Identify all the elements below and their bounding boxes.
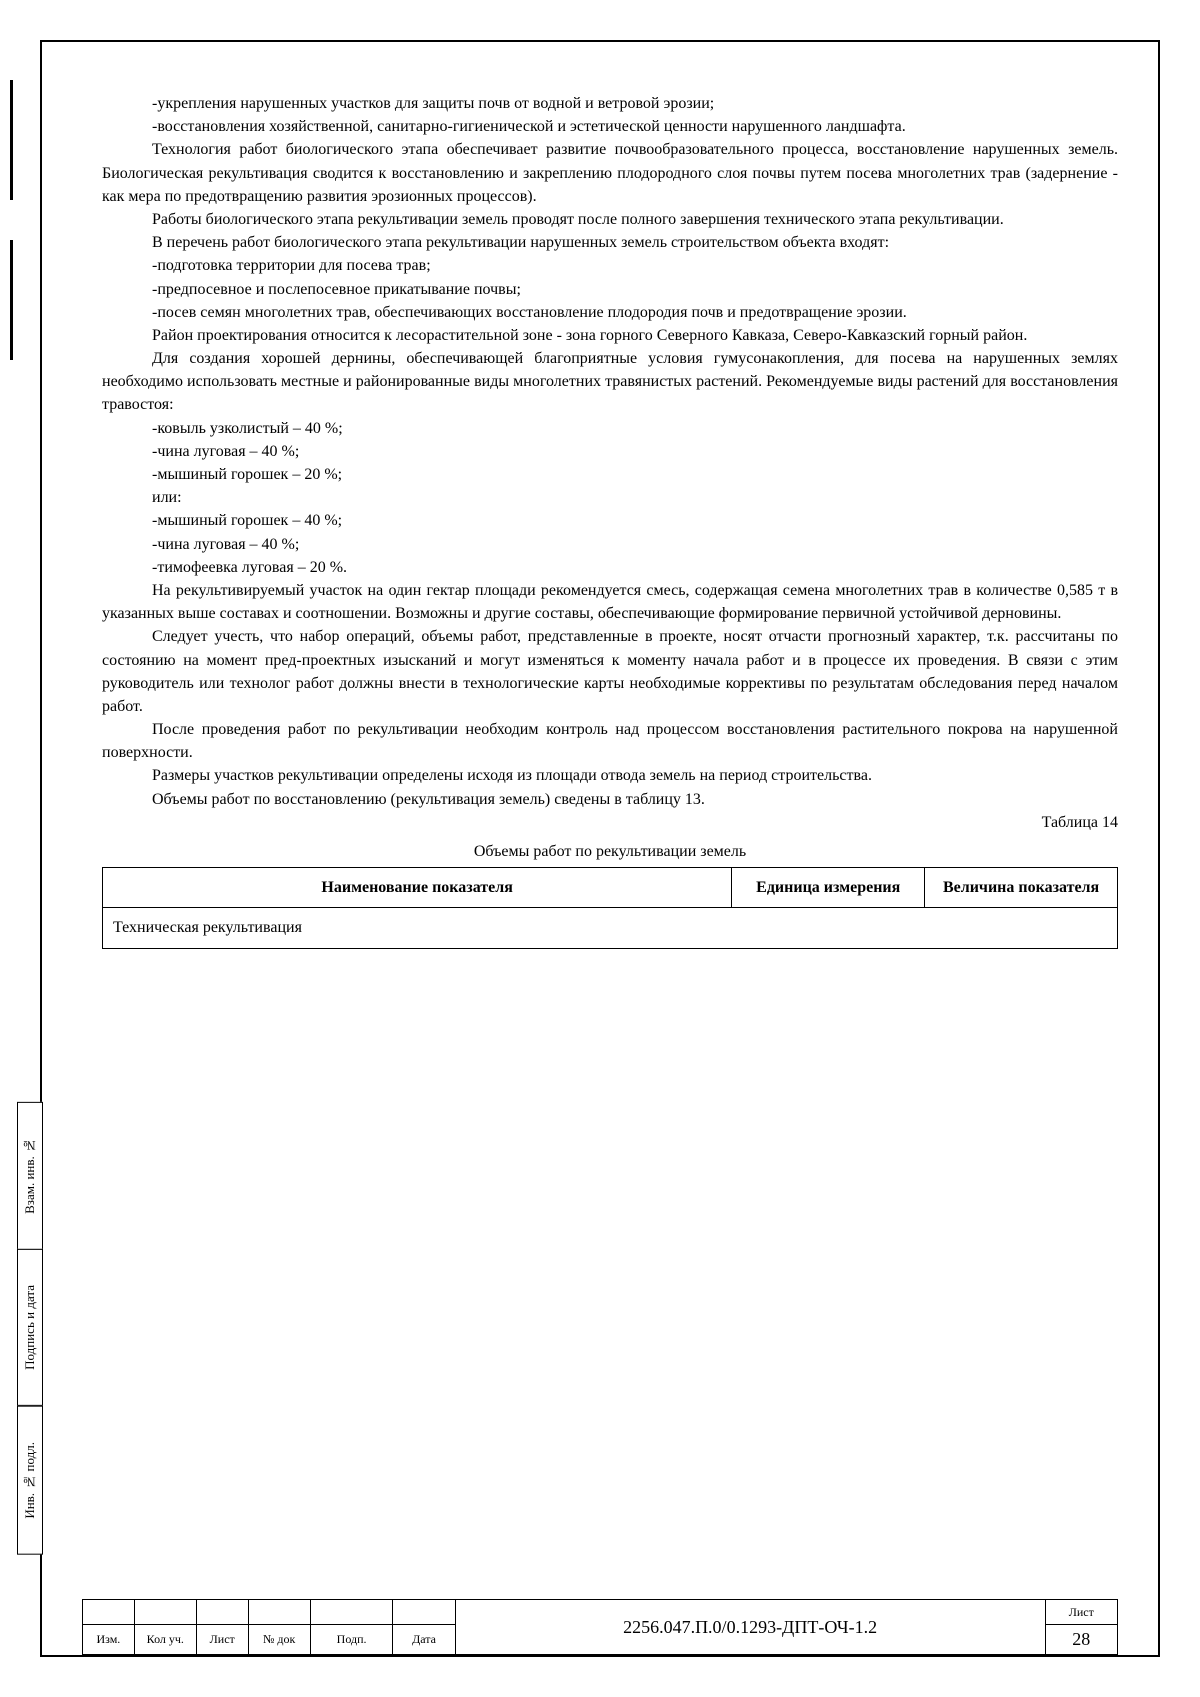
list-item: -укрепления нарушенных участков для защи… bbox=[102, 92, 1118, 115]
revision-label-izm: Изм. bbox=[83, 1625, 135, 1655]
revision-cell-empty bbox=[83, 1600, 135, 1625]
page-number: 28 bbox=[1045, 1625, 1117, 1655]
paragraph: Следует учесть, что набор операций, объе… bbox=[102, 625, 1118, 718]
revision-cell-empty bbox=[134, 1600, 196, 1625]
revision-label-data: Дата bbox=[393, 1625, 455, 1655]
table-header: Единица измерения bbox=[732, 868, 925, 908]
revision-cell-empty bbox=[310, 1600, 393, 1625]
title-block-table: 2256.047.П.0/0.1293-ДПТ-ОЧ-1.2 Лист Изм.… bbox=[82, 1599, 1118, 1655]
list-item: -предпосевное и послепосевное прикатыван… bbox=[102, 278, 1118, 301]
punch-holes bbox=[10, 80, 13, 400]
list-item: -подготовка территории для посева трав; bbox=[102, 254, 1118, 277]
list-item: -ковыль узколистый – 40 %; bbox=[102, 417, 1118, 440]
revision-cell-empty bbox=[196, 1600, 248, 1625]
document-body: -укрепления нарушенных участков для защи… bbox=[82, 92, 1118, 949]
list-item: -мышиный горошек – 20 %; bbox=[102, 463, 1118, 486]
list-item: или: bbox=[102, 486, 1118, 509]
table-header: Наименование показателя bbox=[103, 868, 732, 908]
list-item: -восстановления хозяйственной, санитарно… bbox=[102, 115, 1118, 138]
paragraph: В перечень работ биологического этапа ре… bbox=[102, 231, 1118, 254]
revision-label-podp: Подп. bbox=[310, 1625, 393, 1655]
revision-label-kol-uch: Кол уч. bbox=[134, 1625, 196, 1655]
side-label-podpis-data: Подпись и дата bbox=[17, 1249, 43, 1406]
list-item: -мышиный горошек – 40 %; bbox=[102, 509, 1118, 532]
table-row: Техническая рекультивация bbox=[103, 908, 1118, 948]
table-header: Величина показателя bbox=[925, 868, 1118, 908]
list-label: Лист bbox=[1045, 1600, 1117, 1625]
table-cell: Техническая рекультивация bbox=[103, 908, 1118, 948]
revision-label-list: Лист bbox=[196, 1625, 248, 1655]
list-item: -посев семян многолетних трав, обеспечив… bbox=[102, 301, 1118, 324]
list-item: -чина луговая – 40 %; bbox=[102, 440, 1118, 463]
paragraph: Объемы работ по восстановлению (рекульти… bbox=[102, 788, 1118, 811]
paragraph: Для создания хорошей дернины, обеспечива… bbox=[102, 347, 1118, 417]
paragraph: На рекультивируемый участок на один гект… bbox=[102, 579, 1118, 625]
table-header-row: Наименование показателя Единица измерени… bbox=[103, 868, 1118, 908]
table-caption: Объемы работ по рекультивации земель bbox=[102, 840, 1118, 863]
list-item: -тимофеевка луговая – 20 %. bbox=[102, 556, 1118, 579]
paragraph: Технология работ биологического этапа об… bbox=[102, 138, 1118, 208]
paragraph: Размеры участков рекультивации определен… bbox=[102, 764, 1118, 787]
paragraph: Работы биологического этапа рекультиваци… bbox=[102, 208, 1118, 231]
document-code: 2256.047.П.0/0.1293-ДПТ-ОЧ-1.2 bbox=[455, 1600, 1045, 1655]
revision-cell-empty bbox=[248, 1600, 310, 1625]
revision-cell-empty bbox=[393, 1600, 455, 1625]
volumes-table: Наименование показателя Единица измерени… bbox=[102, 867, 1118, 948]
paragraph: Район проектирования относится к лесорас… bbox=[102, 324, 1118, 347]
revision-label-ndok: № док bbox=[248, 1625, 310, 1655]
side-label-vzam-inv: Взам. инв. № bbox=[17, 1102, 43, 1250]
list-item: -чина луговая – 40 %; bbox=[102, 533, 1118, 556]
paragraph: После проведения работ по рекультивации … bbox=[102, 718, 1118, 764]
table-number: Таблица 14 bbox=[102, 811, 1118, 834]
side-label-inv-podl: Инв. № подл. bbox=[17, 1406, 43, 1555]
